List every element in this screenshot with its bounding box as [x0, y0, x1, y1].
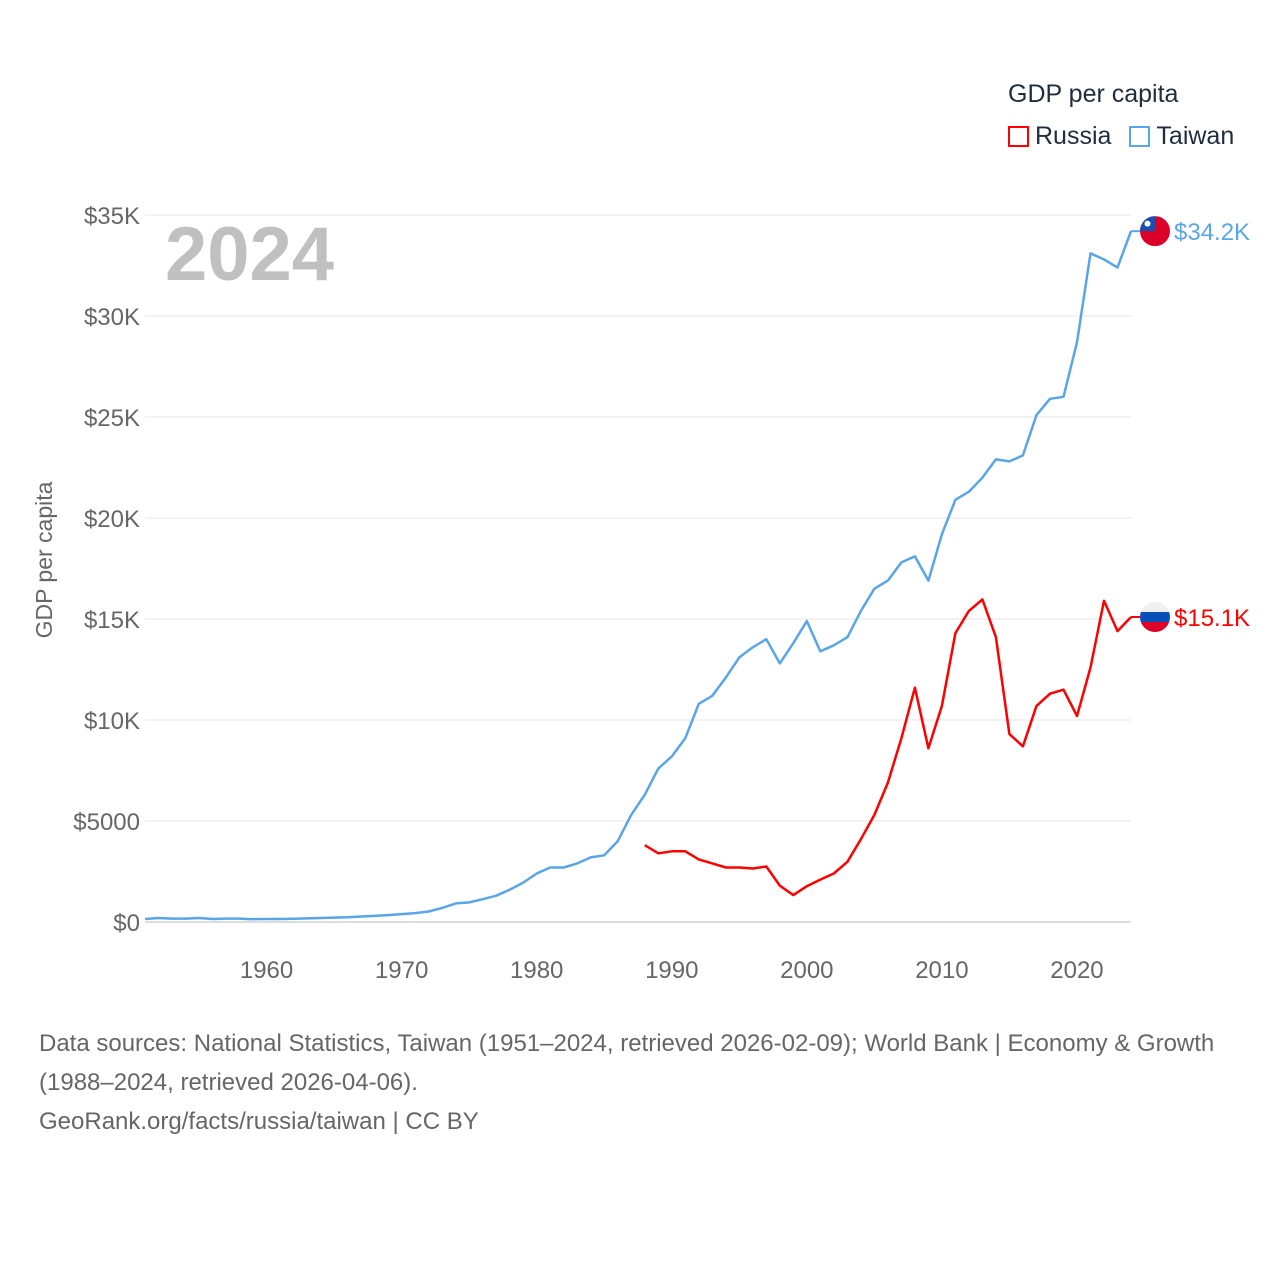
y-tick-label: $30K [84, 304, 140, 331]
year-label: 2024 [165, 212, 334, 297]
y-tick-label: $15K [84, 607, 140, 634]
gdp-line-chart: $0 $5000 $10K $15K $20K $25K $30K $35K 1960 1970… [31, 203, 1250, 984]
legend: Russia Taiwan [1008, 122, 1234, 151]
y-tick-label: $0 [113, 910, 140, 937]
y-tick-label: $5000 [73, 809, 140, 836]
y-axis-label: GDP per capita [31, 481, 57, 638]
y-tick-label: $25K [84, 405, 140, 432]
source-link[interactable]: GeoRank.org/facts/russia/taiwan | CC BY [39, 1108, 479, 1135]
legend-title: GDP per capita [1008, 80, 1179, 108]
russia-flag-icon [1140, 601, 1170, 632]
x-tick-label: 1990 [645, 957, 698, 984]
end-value-label-russia: $15.1K [1174, 605, 1250, 632]
legend-item-taiwan[interactable]: Taiwan [1129, 122, 1234, 151]
y-tick-label: $20K [84, 506, 140, 533]
x-tick-label: 2020 [1050, 957, 1103, 984]
x-tick-label: 2000 [780, 957, 833, 984]
x-tick-label: 2010 [915, 957, 968, 984]
y-tick-label: $10K [84, 708, 140, 735]
taiwan-flag-icon [1140, 216, 1170, 247]
legend-label: Taiwan [1156, 122, 1235, 150]
x-tick-label: 1980 [510, 957, 563, 984]
legend-label: Russia [1035, 122, 1112, 150]
data-sources: Data sources: National Statistics, Taiwa… [39, 1030, 1215, 1096]
legend-item-russia[interactable]: Russia [1008, 122, 1111, 151]
russia-swatch-icon [1008, 126, 1029, 147]
footer: Data sources: National Statistics, Taiwa… [39, 1024, 1239, 1141]
taiwan-swatch-icon [1129, 126, 1151, 147]
series-line-russia [644, 598, 1132, 897]
x-tick-label: 1960 [240, 957, 293, 984]
series-line-taiwan [144, 230, 1133, 921]
end-value-label-taiwan: $34.2K [1174, 219, 1250, 246]
x-tick-label: 1970 [375, 957, 428, 984]
y-tick-label: $35K [84, 203, 140, 230]
